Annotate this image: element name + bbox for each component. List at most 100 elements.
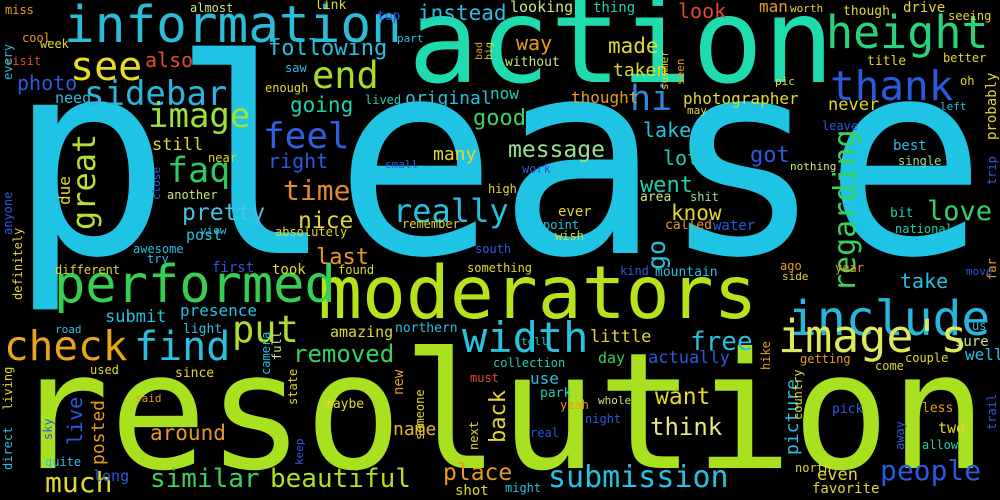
word: regarding	[828, 129, 863, 292]
word: favorite	[812, 481, 879, 497]
word: remember	[402, 217, 460, 231]
word: due	[55, 176, 74, 205]
word: maybe	[325, 397, 364, 412]
word: quite	[45, 455, 81, 469]
word: lot	[663, 146, 699, 170]
word: light	[183, 322, 222, 337]
word: worth	[790, 2, 823, 15]
word: photo	[17, 71, 77, 95]
word: definitely	[11, 228, 25, 300]
word: big	[484, 42, 495, 60]
word: full	[270, 331, 284, 360]
word: summer	[658, 50, 671, 90]
word: even	[817, 465, 858, 485]
word: trip	[985, 156, 999, 185]
word: direct	[1, 427, 15, 470]
word: camera	[259, 332, 273, 375]
word: view	[200, 224, 227, 237]
word: said	[135, 392, 162, 405]
word: taken	[613, 60, 667, 81]
word: seen	[674, 59, 687, 86]
word: may	[687, 104, 707, 117]
word: thought	[571, 88, 638, 107]
word: instead	[418, 1, 507, 25]
word: saw	[285, 61, 307, 75]
word: lake	[643, 118, 691, 142]
word: used	[90, 363, 119, 377]
word: submission	[548, 460, 729, 495]
word: enough	[265, 81, 308, 95]
word: see	[70, 44, 142, 90]
word: better	[943, 51, 986, 65]
word: day	[598, 349, 625, 367]
word: around	[150, 421, 226, 445]
word: check	[4, 322, 128, 370]
word: following	[268, 36, 387, 61]
word: name	[393, 419, 436, 440]
word: something	[467, 261, 532, 275]
word: miss	[5, 3, 34, 17]
word: absolutely	[275, 225, 347, 239]
word: went	[640, 173, 693, 198]
word: pic	[775, 75, 795, 88]
word: state	[286, 369, 300, 405]
word: new	[391, 369, 407, 395]
word: use	[530, 369, 559, 388]
word: living	[1, 367, 15, 410]
word: never	[828, 95, 879, 115]
word: nice	[298, 208, 353, 234]
word: country	[791, 369, 805, 420]
word: image's	[778, 310, 968, 363]
word: really	[393, 192, 509, 230]
word: information	[64, 0, 402, 55]
word: feel	[263, 116, 350, 157]
word: great	[65, 134, 103, 230]
word: different	[55, 263, 120, 277]
word: time	[283, 174, 350, 207]
word: someone	[413, 389, 427, 440]
word: water	[713, 218, 755, 234]
word: next	[467, 421, 481, 450]
word: shot	[455, 483, 489, 499]
word: ago	[780, 259, 802, 273]
word: keep	[293, 439, 306, 466]
word: long	[93, 467, 129, 485]
word: tell	[521, 335, 548, 348]
word: image	[148, 96, 250, 136]
word: made	[608, 34, 659, 58]
word: end	[312, 54, 379, 97]
word: mountain	[655, 265, 718, 280]
word: leave	[822, 119, 858, 133]
word: also	[145, 48, 193, 72]
word: way	[516, 31, 552, 55]
word: removed	[293, 340, 394, 368]
word: two	[938, 419, 965, 437]
word: us	[972, 319, 986, 333]
word: first	[212, 260, 254, 276]
word: action	[408, 0, 834, 110]
word: posted	[88, 400, 109, 465]
word: week	[40, 37, 70, 51]
word: south	[475, 242, 511, 256]
word: put	[232, 308, 299, 351]
word: took	[272, 262, 306, 278]
word: sure	[955, 334, 989, 350]
word: moderators	[318, 251, 758, 336]
word: high	[488, 182, 517, 196]
word: northern	[395, 321, 458, 336]
word: anyone	[1, 192, 15, 235]
word: thank	[830, 62, 954, 110]
word: awesome	[133, 242, 184, 256]
word: pretty	[182, 200, 265, 226]
word: beautiful	[270, 464, 411, 494]
word: resolution	[12, 319, 987, 500]
word: try	[147, 252, 169, 266]
word: night	[585, 412, 621, 426]
word: performed	[54, 255, 336, 315]
word: another	[167, 188, 218, 202]
word: nothing	[790, 160, 836, 173]
word: hi	[630, 79, 672, 119]
word: sky	[41, 418, 55, 440]
word: place	[443, 460, 512, 486]
word: man	[759, 0, 788, 16]
